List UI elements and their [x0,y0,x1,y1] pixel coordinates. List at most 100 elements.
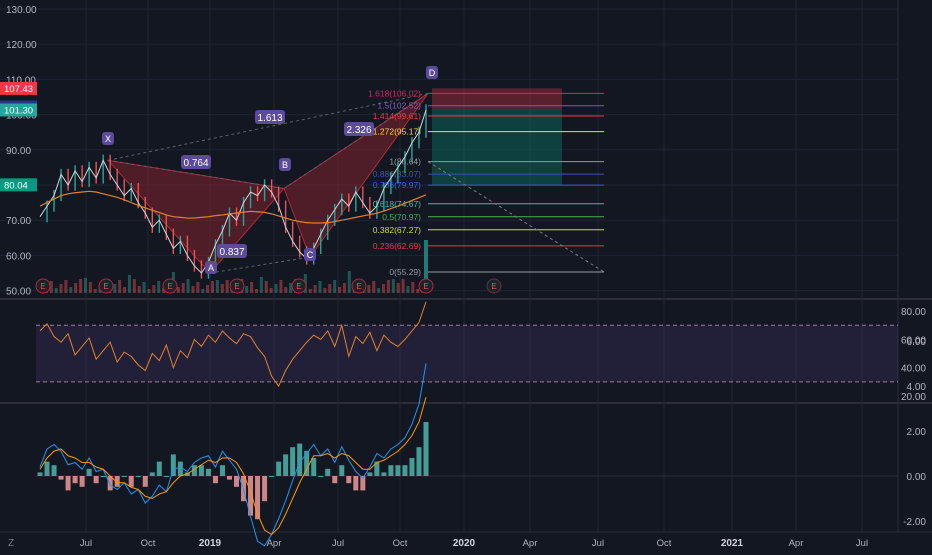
volume-bar [377,288,381,293]
earnings-marker[interactable]: E [486,278,502,294]
volume-bar [118,280,122,293]
time-axis-label: Oct [141,538,156,549]
pattern-ratio-label: 1.613 [257,113,282,124]
moving-average-line[interactable] [39,190,427,224]
earnings-label: E [296,282,301,291]
timezone-icon[interactable]: Z [8,538,14,549]
price-label[interactable]: 80.04 [0,178,37,192]
earnings-label: E [423,282,428,291]
pattern-point-badge [279,158,291,171]
macd-histogram-bar [381,472,387,476]
time-axis-label: Oct [657,538,672,549]
volume-bar [259,277,263,293]
pattern-point-a[interactable]: A [205,261,217,274]
projection-trendline[interactable] [427,161,605,273]
earnings-circle [98,278,114,294]
volume-bar [83,278,87,293]
earnings-circle [229,278,245,294]
earnings-marker[interactable]: E [351,278,367,294]
volume-bar [59,284,63,293]
fib-level-label: 1.414(99.61) [373,111,421,121]
earnings-marker[interactable]: E [35,278,51,294]
volume-bar [191,286,195,293]
volume-bar [152,285,156,293]
pattern-point-label: B [282,160,288,170]
pattern-ratio-badge [181,155,211,169]
macd-histogram-bar [93,476,99,484]
volume-bar [132,279,136,293]
macd-histogram-bar [367,472,373,476]
fib-level-label: 0.886(83.07) [373,169,421,179]
macd-histogram-bar [86,468,92,476]
volume-bar [181,283,185,293]
macd-histogram-bar [114,476,120,487]
price-axis-tick: 120.00 [6,40,37,51]
macd-line[interactable] [39,363,427,547]
pattern-point-badge [102,132,114,145]
volume-bar [347,271,351,293]
macd-axis-tick: 2.00 [907,427,927,438]
volume-bar [313,285,317,293]
stop-loss-zone[interactable] [432,88,562,110]
pattern-point-d[interactable]: D [426,66,438,79]
pattern-point-b[interactable]: B [279,158,291,171]
earnings-marker[interactable]: E [162,278,178,294]
macd-histogram-bar [402,465,408,476]
earnings-circle [486,278,502,294]
price-label-box [0,178,37,192]
earnings-marker[interactable]: E [291,278,307,294]
volume-bar [308,289,312,293]
macd-histogram-bar [128,476,134,487]
volume-bar [254,289,258,293]
pattern-ratio[interactable]: 0.764 [181,155,211,169]
pattern-ratio[interactable]: 1.613 [255,110,285,124]
earnings-label: E [234,282,239,291]
volume-bar [127,275,131,293]
earnings-marker[interactable]: E [229,278,245,294]
volume-bar [211,281,215,293]
macd-histogram-bar [121,476,127,477]
pattern-point-label: X [105,134,111,144]
xd-leg [107,92,429,161]
price-label[interactable]: 101.30 [0,103,37,117]
earnings-circle [418,278,434,294]
pattern-ratio[interactable]: 0.837 [217,244,247,258]
macd-histogram-bar [51,465,57,476]
pattern-point-c[interactable]: C [304,248,316,261]
take-profit-zone[interactable] [432,110,562,185]
earnings-label: E [491,282,496,291]
time-axis-label: Apr [267,538,282,549]
fib-level-label: 0(55.29) [389,267,421,277]
volume-bar [396,283,400,293]
pattern-ratio[interactable]: 2.326 [344,122,374,136]
macd-histogram-bar [149,472,155,476]
volume-bar [289,283,293,293]
price-label[interactable]: 107.43 [0,81,37,95]
price-label-text: 101.30 [4,106,33,117]
pattern-point-x[interactable]: X [102,132,114,145]
fib-level-label: 0.382(67.27) [373,225,421,235]
earnings-marker[interactable]: E [98,278,114,294]
pattern-point-label: C [307,250,314,260]
macd-signal-line[interactable] [39,397,427,536]
rsi-line[interactable] [39,301,427,388]
pattern-ratio-badge [344,122,374,136]
macd-histogram-bar [332,476,338,484]
price-series-line[interactable] [39,109,427,274]
earnings-marker[interactable]: E [418,278,434,294]
pattern-ratio-badge [217,244,247,258]
volume-bar [372,281,376,293]
volume-bar [264,281,268,293]
macd-histogram-bar [191,465,197,476]
time-axis-label: Apr [523,538,538,549]
earnings-label: E [356,282,361,291]
price-label-box [0,103,37,117]
macd-histogram-bar [198,465,204,476]
macd-histogram-bar [423,422,429,476]
volume-bar [318,281,322,293]
macd-histogram-bar [297,443,303,476]
volume-bar [386,280,390,293]
